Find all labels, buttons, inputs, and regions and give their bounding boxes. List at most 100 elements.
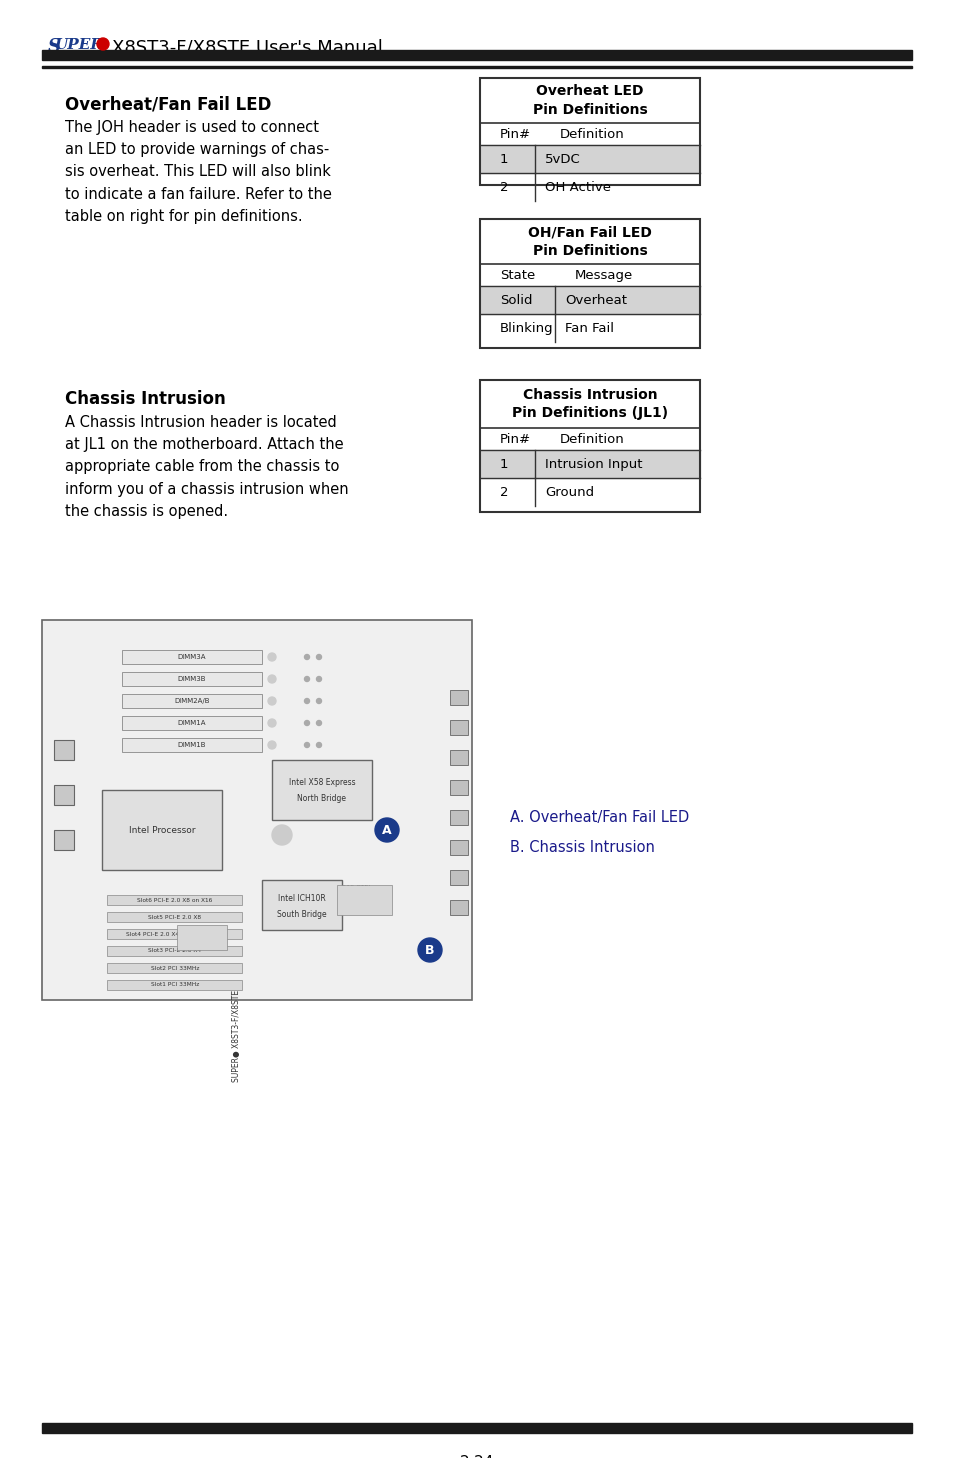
- Bar: [122, 716, 262, 730]
- Bar: [122, 672, 262, 687]
- Text: Overheat LED
Pin Definitions: Overheat LED Pin Definitions: [532, 85, 647, 117]
- Text: North Bridge: North Bridge: [297, 793, 346, 802]
- Bar: [102, 790, 222, 870]
- Bar: [450, 720, 468, 735]
- Bar: [42, 50, 911, 60]
- Text: 2-24: 2-24: [459, 1455, 494, 1458]
- Text: A: A: [382, 824, 392, 837]
- Text: DIMM3A: DIMM3A: [177, 655, 206, 660]
- Text: Fan Fail: Fan Fail: [564, 322, 614, 334]
- Text: Definition: Definition: [559, 127, 624, 140]
- Bar: [479, 451, 700, 478]
- Bar: [479, 77, 700, 185]
- Text: B: B: [425, 943, 435, 956]
- Circle shape: [304, 677, 309, 681]
- Bar: [262, 881, 341, 930]
- Text: X8ST3-F/X8STE User's Manual: X8ST3-F/X8STE User's Manual: [112, 38, 382, 55]
- Bar: [107, 929, 242, 939]
- Text: A. Overheat/Fan Fail LED: A. Overheat/Fan Fail LED: [510, 811, 688, 825]
- Bar: [479, 144, 700, 174]
- Text: Intel ICH10R: Intel ICH10R: [278, 894, 326, 903]
- Bar: [479, 381, 700, 512]
- Text: OH/Fan Fail LED
Pin Definitions: OH/Fan Fail LED Pin Definitions: [528, 226, 651, 258]
- Bar: [336, 885, 392, 916]
- Text: Slot1 PCI 33MHz: Slot1 PCI 33MHz: [151, 983, 199, 987]
- Text: UPER: UPER: [55, 38, 104, 52]
- Text: Intel X58 Express: Intel X58 Express: [289, 777, 355, 786]
- Bar: [42, 66, 911, 69]
- Bar: [54, 784, 74, 805]
- Text: 1: 1: [499, 153, 508, 166]
- Text: Intel Processor: Intel Processor: [129, 825, 195, 834]
- Bar: [122, 738, 262, 752]
- Circle shape: [268, 719, 275, 728]
- Text: Intrusion Input: Intrusion Input: [544, 458, 641, 471]
- Text: SUPER● X8ST3-F/X8STE: SUPER● X8ST3-F/X8STE: [233, 990, 241, 1082]
- Text: Slot6 PCI-E 2.0 X8 on X16: Slot6 PCI-E 2.0 X8 on X16: [137, 898, 213, 903]
- Text: Chassis Intrusion: Chassis Intrusion: [65, 389, 226, 408]
- Bar: [450, 900, 468, 916]
- Text: Slot3 PCI-E 2.0 X4: Slot3 PCI-E 2.0 X4: [149, 949, 201, 954]
- Text: BMC CTRL
WPCM 450: BMC CTRL WPCM 450: [180, 930, 213, 942]
- Circle shape: [316, 698, 321, 704]
- Circle shape: [316, 655, 321, 659]
- Bar: [450, 780, 468, 795]
- Circle shape: [97, 38, 109, 50]
- Text: Overheat/Fan Fail LED: Overheat/Fan Fail LED: [65, 95, 271, 114]
- Text: DIMM2A/B: DIMM2A/B: [174, 698, 210, 704]
- Bar: [54, 741, 74, 760]
- Bar: [107, 946, 242, 956]
- Bar: [107, 913, 242, 921]
- Text: The JOH header is used to connect
an LED to provide warnings of chas-
sis overhe: The JOH header is used to connect an LED…: [65, 120, 332, 223]
- Circle shape: [316, 677, 321, 681]
- Bar: [450, 690, 468, 706]
- Text: Slot5 PCI-E 2.0 X8: Slot5 PCI-E 2.0 X8: [149, 914, 201, 920]
- Circle shape: [268, 741, 275, 749]
- Circle shape: [375, 818, 398, 843]
- Text: 2: 2: [499, 486, 508, 499]
- Bar: [450, 870, 468, 885]
- Text: Overheat: Overheat: [564, 293, 626, 306]
- Text: DIMM1B: DIMM1B: [177, 742, 206, 748]
- Text: Definition: Definition: [559, 433, 624, 446]
- Circle shape: [304, 720, 309, 726]
- Bar: [450, 840, 468, 854]
- Text: 1: 1: [499, 458, 508, 471]
- Text: Pin#: Pin#: [499, 127, 531, 140]
- Text: B. Chassis Intrusion: B. Chassis Intrusion: [510, 840, 654, 854]
- Text: Solid: Solid: [499, 293, 532, 306]
- Text: State: State: [499, 268, 535, 281]
- Bar: [107, 962, 242, 972]
- Circle shape: [304, 742, 309, 748]
- Bar: [479, 219, 700, 348]
- Text: Slot4 PCI-E 2.0 X4 on X8 (x4 slot): Slot4 PCI-E 2.0 X4 on X8 (x4 slot): [126, 932, 224, 936]
- Bar: [107, 895, 242, 905]
- Text: 2: 2: [499, 181, 508, 194]
- Circle shape: [316, 742, 321, 748]
- Text: S: S: [48, 38, 61, 55]
- Bar: [450, 749, 468, 765]
- Text: Message: Message: [575, 268, 633, 281]
- Text: Slot2 PCI 33MHz: Slot2 PCI 33MHz: [151, 965, 199, 971]
- Bar: [54, 830, 74, 850]
- Text: DIMM3B: DIMM3B: [177, 677, 206, 682]
- Text: Batt: Batt: [276, 833, 288, 837]
- Text: South Bridge: South Bridge: [277, 910, 327, 919]
- Bar: [177, 924, 227, 951]
- Bar: [122, 694, 262, 709]
- Bar: [107, 980, 242, 990]
- Circle shape: [417, 937, 441, 962]
- Text: SAS CTRL
LS3 10GbE: SAS CTRL LS3 10GbE: [339, 885, 374, 897]
- Text: DIMM1A: DIMM1A: [177, 720, 206, 726]
- Bar: [42, 1423, 911, 1424]
- Text: 5vDC: 5vDC: [544, 153, 580, 166]
- Bar: [42, 620, 472, 1000]
- Bar: [450, 811, 468, 825]
- Text: A Chassis Intrusion header is located
at JL1 on the motherboard. Attach the
appr: A Chassis Intrusion header is located at…: [65, 416, 348, 519]
- Text: Pin#: Pin#: [499, 433, 531, 446]
- Circle shape: [272, 825, 292, 846]
- Circle shape: [316, 720, 321, 726]
- Text: Ground: Ground: [544, 486, 594, 499]
- Bar: [122, 650, 262, 663]
- Bar: [42, 1424, 911, 1433]
